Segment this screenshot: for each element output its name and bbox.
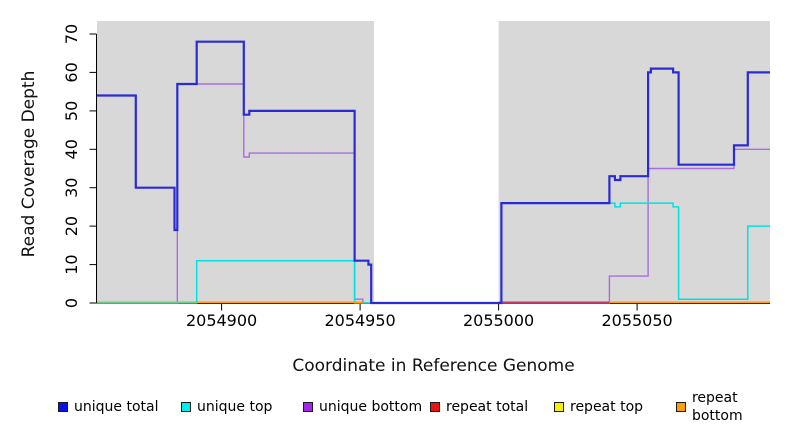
legend-item-unique-bottom: unique bottom [303, 398, 422, 416]
legend-item-repeat-total: repeat total [430, 398, 528, 416]
legend: unique total unique top unique bottom re… [0, 390, 792, 424]
legend-label-unique-top: unique top [197, 399, 273, 415]
svg-text:60: 60 [62, 62, 81, 82]
svg-text:20: 20 [62, 216, 81, 236]
svg-text:30: 30 [62, 178, 81, 198]
legend-label-unique-bottom: unique bottom [319, 399, 423, 415]
legend-item-repeat-bottom: repeat bottom [676, 390, 792, 424]
legend-swatch-unique-total-icon [58, 402, 68, 412]
legend-label-unique-total: unique total [74, 399, 159, 415]
legend-swatch-repeat-total-icon [430, 402, 440, 412]
svg-text:70: 70 [62, 24, 81, 44]
svg-text:10: 10 [62, 254, 81, 274]
legend-swatch-repeat-top-icon [554, 402, 564, 412]
legend-label-repeat-total: repeat total [446, 399, 529, 415]
legend-swatch-unique-top-icon [181, 402, 191, 412]
svg-text:2054950: 2054950 [324, 311, 395, 330]
svg-text:50: 50 [62, 101, 81, 121]
legend-label-repeat-bottom: repeat bottom [691, 390, 743, 424]
svg-text:2055050: 2055050 [601, 311, 672, 330]
svg-text:2055000: 2055000 [463, 311, 534, 330]
svg-text:2054900: 2054900 [186, 311, 257, 330]
legend-item-unique-top: unique top [181, 398, 272, 416]
legend-label-repeat-top: repeat top [570, 399, 644, 415]
plot-area: 2054900 2054950 2055000 2055050 0 10 20 30 40 50 6… [62, 21, 770, 330]
y-axis-title-text: Read Coverage Depth [19, 70, 39, 258]
svg-text:40: 40 [62, 139, 81, 159]
legend-item-unique-total: unique total [58, 398, 158, 416]
svg-text:0: 0 [62, 298, 81, 308]
legend-swatch-unique-bottom-icon [303, 402, 313, 412]
legend-swatch-repeat-bottom-icon [676, 402, 686, 412]
legend-item-repeat-top: repeat top [554, 398, 643, 416]
x-axis-title: Coordinate in Reference Genome [292, 356, 575, 376]
